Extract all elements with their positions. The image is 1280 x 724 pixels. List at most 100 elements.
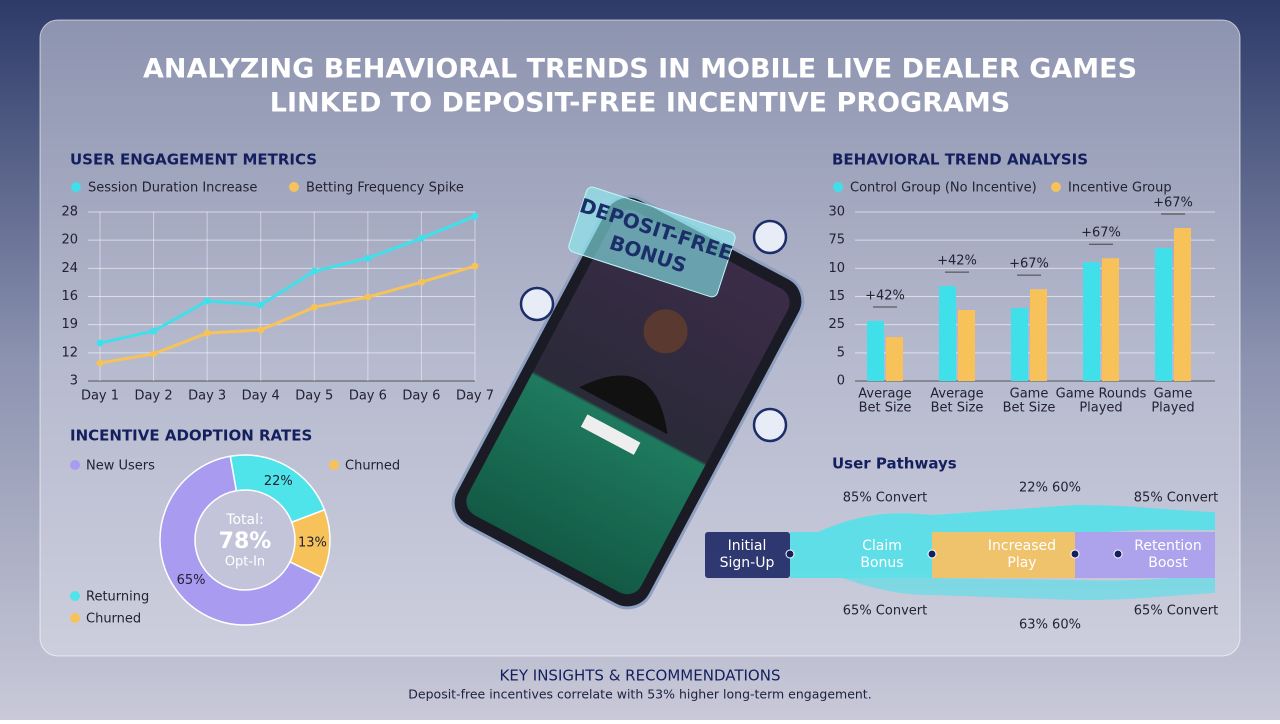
pathway-label: 22% 60% (1019, 481, 1081, 496)
legend-label: Churned (345, 459, 400, 474)
pathway-label: 65% Convert (1134, 604, 1218, 619)
slice-label: 65% (177, 573, 206, 588)
x-tick-label: Played (1151, 401, 1194, 416)
donut-hole (196, 491, 294, 589)
flow (1075, 532, 1215, 578)
bar (958, 310, 975, 381)
bar (1083, 262, 1100, 381)
node-label: Claim (862, 538, 902, 554)
node-dot (1113, 549, 1123, 559)
flow (932, 532, 1075, 578)
point (310, 267, 318, 275)
bar (1102, 258, 1119, 381)
legend-marker (833, 182, 843, 192)
point (257, 326, 265, 334)
x-tick-label: Game Rounds (1056, 387, 1147, 402)
pathway-label: 63% 60% (1019, 618, 1081, 633)
point (257, 301, 265, 309)
point (364, 293, 372, 301)
user-icon (752, 407, 788, 443)
footer-title: KEY INSIGHTS & RECOMMENDATIONS (500, 667, 781, 685)
y-tick-label: 0 (837, 374, 845, 389)
legend-label: New Users (86, 459, 155, 474)
legend-label: Churned (86, 612, 141, 627)
point (417, 278, 425, 286)
footer-text: Deposit-free incentives correlate with 5… (408, 687, 871, 702)
point (310, 303, 318, 311)
y-tick-label: 16 (61, 289, 78, 304)
dealer-body (579, 375, 668, 435)
x-tick-label: Game (1154, 387, 1193, 402)
x-tick-label: Day 3 (188, 389, 226, 404)
point (471, 212, 479, 220)
x-tick-label: Bet Size (1003, 401, 1056, 416)
series-line (99, 214, 476, 345)
legend-label: Returning (86, 590, 149, 605)
y-tick-label: 20 (61, 233, 78, 248)
y-tick-label: 15 (828, 289, 845, 304)
x-tick-label: Bet Size (859, 401, 912, 416)
point (203, 329, 211, 337)
annotation: +67% (1009, 257, 1049, 272)
center-text: 78% (219, 529, 272, 554)
bar (1155, 248, 1172, 381)
y-tick-label: 19 (61, 317, 78, 332)
y-tick-label: 25 (828, 317, 845, 332)
bar (1174, 228, 1191, 381)
y-tick-label: 28 (61, 205, 78, 220)
legend-label: Control Group (No Incentive) (850, 181, 1037, 196)
legend-label: Incentive Group (1068, 181, 1172, 196)
chart-title: INCENTIVE ADOPTION RATES (70, 427, 312, 445)
x-tick-label: Day 5 (295, 389, 333, 404)
slice-label: 22% (264, 474, 293, 489)
pathway-label: 85% Convert (1134, 491, 1218, 506)
donut-slice (159, 455, 323, 626)
y-tick-label: 5 (837, 345, 845, 360)
point (417, 234, 425, 242)
dealer-head (643, 309, 688, 354)
node-dot (1070, 549, 1080, 559)
flow (790, 532, 932, 578)
pathway-flows (705, 505, 1215, 600)
x-tick-label: Bet Size (931, 401, 984, 416)
cards (580, 414, 641, 455)
bonus-sign: DEPOSIT-FREE BONUS (568, 186, 736, 298)
point (150, 327, 158, 335)
point (96, 339, 104, 347)
flow (790, 560, 1215, 600)
user-icon (519, 286, 555, 322)
series-line (99, 264, 476, 365)
x-tick-label: Day 6 (402, 389, 440, 404)
bar (886, 337, 903, 381)
legend-marker (70, 460, 80, 470)
pathway-label: 65% Convert (843, 604, 927, 619)
user-icons (519, 219, 788, 443)
node-dot (927, 549, 937, 559)
center-text: Total: (225, 512, 263, 528)
bar (1030, 289, 1047, 381)
y-tick-label: 30 (828, 205, 845, 220)
annotation: +42% (865, 289, 905, 304)
legend-label: Betting Frequency Spike (306, 181, 464, 196)
x-tick-label: Day 7 (456, 389, 494, 404)
center-text: Opt-In (225, 555, 265, 570)
annotation: +42% (937, 254, 977, 269)
y-tick-label: 10 (828, 261, 845, 276)
node-label: Increased (988, 538, 1056, 554)
title-line: LINKED TO DEPOSIT-FREE INCENTIVE PROGRAM… (270, 88, 1010, 119)
pathways-title: User Pathways (832, 455, 957, 473)
x-tick-label: Played (1079, 401, 1122, 416)
annotation: +67% (1153, 196, 1193, 211)
y-tick-label: 12 (61, 345, 78, 360)
y-tick-label: 3 (70, 374, 78, 389)
point (471, 262, 479, 270)
node-label: Boost (1148, 555, 1188, 571)
legend-marker (71, 182, 81, 192)
node-label: Sign-Up (720, 555, 775, 571)
chart-title: USER ENGAGEMENT METRICS (70, 151, 317, 169)
point (150, 350, 158, 358)
legend-marker (289, 182, 299, 192)
x-tick-label: Day 4 (242, 389, 280, 404)
